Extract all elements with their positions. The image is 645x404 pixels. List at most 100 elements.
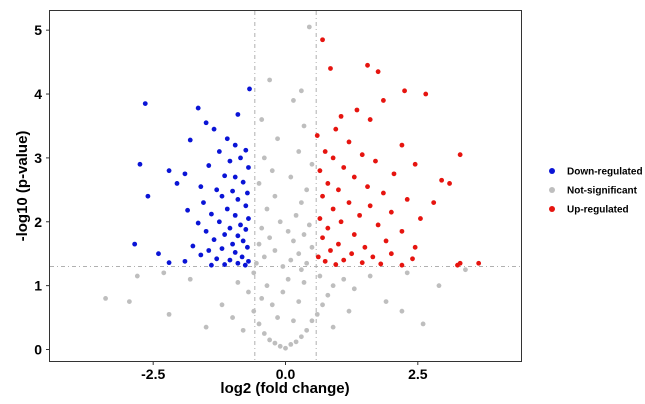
not-significant-point — [259, 225, 265, 231]
up-regulated-point — [412, 244, 418, 250]
not-significant-point — [367, 273, 373, 279]
not-significant-point — [219, 302, 225, 308]
down-regulated-point — [244, 190, 250, 196]
down-regulated-point — [243, 147, 249, 153]
points-layer — [103, 24, 482, 351]
down-regulated-point — [235, 233, 241, 239]
up-regulated-point — [439, 177, 445, 183]
not-significant-point — [267, 337, 273, 343]
not-significant-point — [283, 345, 288, 351]
up-regulated-point — [423, 91, 429, 97]
up-regulated-point — [399, 142, 405, 148]
down-regulated-point — [137, 161, 143, 167]
down-regulated-point — [239, 254, 245, 260]
up-regulated-point — [402, 88, 407, 94]
not-significant-point — [251, 270, 257, 276]
down-regulated-point — [214, 256, 220, 262]
not-significant-point — [296, 299, 302, 305]
legend: Down-regulated Not-significant Up-regulate… — [549, 167, 643, 216]
y-tick-label: 4 — [34, 86, 42, 102]
down-regulated-point — [222, 232, 228, 237]
not-significant-point — [261, 331, 267, 336]
not-significant-point — [256, 321, 262, 327]
not-significant-point — [309, 244, 315, 250]
down-regulated-point — [227, 158, 233, 164]
down-regulated-point — [198, 252, 204, 258]
not-significant-point — [306, 222, 312, 228]
up-regulated-point — [381, 190, 386, 196]
down-regulated-point — [219, 193, 225, 199]
y-tick-label: 5 — [34, 22, 42, 38]
down-regulated-point — [246, 258, 251, 264]
y-axis: 0 1 2 3 4 5 — [34, 22, 50, 358]
up-regulated-point — [351, 232, 357, 237]
down-regulated-point — [216, 219, 222, 225]
up-regulated-point — [330, 206, 336, 212]
up-regulated-point — [346, 139, 352, 145]
down-regulated-point — [166, 260, 172, 266]
not-significant-point — [272, 248, 278, 253]
up-regulated-point — [317, 168, 323, 174]
not-significant-point — [134, 273, 140, 279]
not-significant-point — [240, 327, 246, 333]
legend-label-down-regulated: Down-regulated — [567, 167, 643, 178]
up-regulated-point — [399, 228, 405, 234]
up-regulated-point — [388, 209, 394, 215]
up-regulated-point — [383, 238, 389, 244]
not-significant-point — [264, 283, 270, 289]
down-regulated-point — [209, 211, 214, 217]
down-regulated-point — [211, 126, 217, 132]
down-regulated-point — [244, 244, 250, 250]
x-tick-label: 0.0 — [276, 366, 296, 382]
up-regulated-point — [333, 126, 339, 132]
down-regulated-point — [230, 241, 235, 247]
not-significant-point — [306, 24, 312, 30]
not-significant-point — [346, 308, 352, 314]
plot-panel — [49, 10, 522, 362]
up-regulated-point — [322, 149, 328, 154]
up-regulated-point — [328, 66, 333, 71]
down-regulated-point — [206, 248, 212, 253]
not-significant-point — [256, 181, 262, 186]
not-significant-point — [269, 302, 275, 308]
down-regulated-point — [243, 203, 249, 209]
not-significant-point — [269, 168, 275, 174]
not-significant-point — [330, 283, 336, 289]
legend-marker-up-regulated — [549, 206, 555, 212]
not-significant-point — [288, 341, 294, 347]
up-regulated-point — [367, 117, 373, 122]
not-significant-point — [261, 155, 267, 161]
down-regulated-point — [232, 212, 238, 218]
down-regulated-point — [198, 184, 204, 190]
y-tick-label: 0 — [34, 342, 42, 358]
not-significant-point — [277, 219, 283, 225]
down-regulated-point — [195, 105, 201, 111]
not-significant-point — [325, 292, 331, 298]
not-significant-point — [420, 321, 426, 327]
down-regulated-point — [246, 165, 251, 170]
y-tick-label: 1 — [34, 278, 42, 294]
up-regulated-point — [338, 219, 344, 225]
not-significant-point — [309, 318, 315, 324]
down-regulated-point — [216, 149, 222, 154]
not-significant-point — [404, 270, 410, 276]
not-significant-point — [293, 212, 299, 218]
up-regulated-point — [362, 244, 368, 250]
up-regulated-point — [359, 152, 365, 158]
up-regulated-point — [365, 62, 370, 68]
not-significant-point — [230, 315, 235, 320]
up-regulated-point — [357, 212, 362, 218]
not-significant-point — [259, 117, 265, 122]
x-tick-label: 2.5 — [408, 366, 428, 382]
up-regulated-point — [359, 260, 365, 266]
down-regulated-point — [201, 200, 206, 206]
not-significant-point — [383, 299, 389, 305]
down-regulated-point — [219, 246, 225, 251]
not-significant-point — [301, 280, 307, 285]
y-axis-title: -log10 (p-value) — [14, 131, 31, 242]
up-regulated-point — [315, 254, 321, 260]
down-regulated-point — [187, 137, 193, 143]
down-regulated-point — [235, 197, 241, 202]
up-regulated-point — [325, 181, 331, 186]
down-regulated-point — [224, 136, 230, 142]
